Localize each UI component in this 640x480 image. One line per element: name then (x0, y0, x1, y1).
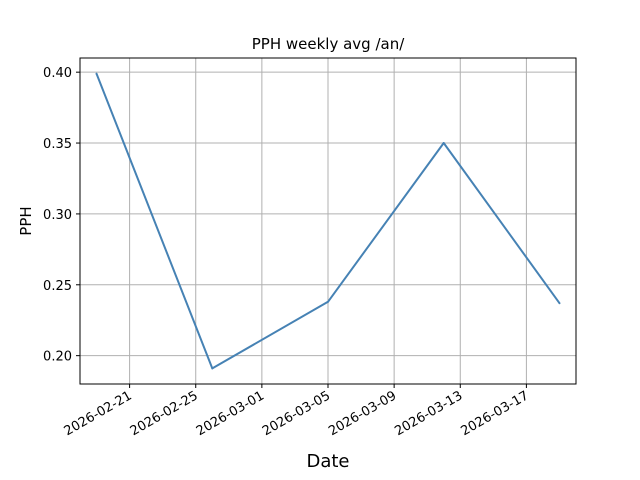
x-axis-label: Date (306, 451, 349, 472)
data-point (558, 302, 561, 305)
y-tick-label: 0.30 (43, 208, 72, 223)
x-tick-label: 2026-03-01 (194, 388, 267, 439)
x-tick-label: 2026-03-09 (326, 388, 399, 439)
data-point (95, 72, 98, 75)
data-point (211, 367, 214, 370)
x-tick-label: 2026-03-05 (260, 388, 333, 439)
data-point (442, 142, 445, 144)
y-tick-label: 0.40 (43, 66, 72, 81)
x-tick-label: 2026-03-13 (392, 388, 465, 439)
y-axis-ticks: 0.20 0.25 0.30 0.35 0.40 (43, 66, 80, 365)
y-tick-label: 0.25 (43, 279, 72, 294)
data-point (327, 300, 329, 303)
y-axis-label: PPH (17, 206, 35, 235)
grid-lines (80, 58, 576, 384)
x-tick-label: 2026-02-25 (128, 388, 201, 439)
x-tick-label: 2026-03-17 (458, 388, 531, 439)
y-tick-label: 0.20 (43, 350, 72, 365)
chart-title: PPH weekly avg /an/ (252, 35, 405, 53)
x-axis-ticks: 2026-02-212026-02-252026-03-012026-03-05… (62, 384, 531, 439)
y-tick-label: 0.35 (43, 137, 72, 152)
series-layer (95, 72, 561, 370)
x-tick-label: 2026-02-21 (62, 388, 135, 439)
